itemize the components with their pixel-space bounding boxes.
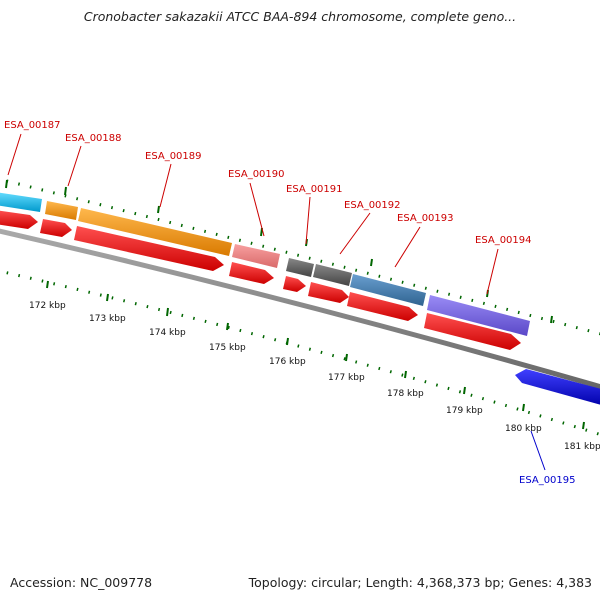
genome-summary-text: Topology: circular; Length: 4,368,373 bp…: [248, 575, 592, 590]
leader-line: [249, 182, 265, 237]
major-tick: [370, 258, 373, 267]
leader-line: [394, 226, 421, 268]
kbp-label: 174 kbp: [149, 328, 186, 338]
leader-line: [486, 248, 499, 295]
leader-line: [305, 196, 311, 245]
inner-tick-ring: [0, 269, 600, 437]
gene-block-pink[interactable]: [232, 244, 280, 268]
kbp-label: 172 kbp: [29, 301, 66, 311]
leader-line: [67, 145, 82, 187]
chromosome-backbone: [0, 228, 600, 390]
cds-arrow[interactable]: [74, 226, 224, 271]
major-tick: [64, 186, 67, 196]
major-tick: [550, 315, 553, 324]
gene-label[interactable]: ESA_00191: [286, 184, 343, 195]
kbp-label: 178 kbp: [387, 389, 424, 399]
kbp-label: 180 kbp: [505, 424, 542, 434]
major-tick: [46, 280, 49, 289]
gene-block-darkgray[interactable]: [286, 258, 314, 277]
major-tick: [157, 205, 160, 214]
outer-tick-ring: [0, 177, 600, 336]
kbp-label: 175 kbp: [209, 343, 246, 353]
kbp-label: 176 kbp: [269, 357, 306, 367]
gene-block-cyan[interactable]: [0, 192, 42, 212]
major-tick: [5, 179, 8, 189]
cds-arrow[interactable]: [347, 292, 418, 321]
major-tick: [582, 421, 585, 430]
kbp-label: 181 kbp: [564, 442, 600, 452]
major-tick: [166, 307, 169, 317]
major-tick: [522, 403, 525, 412]
cds-track: [0, 210, 521, 350]
major-tick: [226, 322, 229, 331]
gene-labels: ESA_00187 ESA_00188 ESA_00189 ESA_00190 …: [4, 120, 576, 486]
leader-line: [339, 212, 371, 255]
gene-label[interactable]: ESA_00195: [519, 475, 576, 486]
leader-line: [530, 430, 546, 471]
gene-label[interactable]: ESA_00190: [228, 169, 285, 180]
leader-line: [7, 133, 22, 176]
gene-block-orange[interactable]: [45, 201, 78, 220]
gene-label[interactable]: ESA_00192: [344, 200, 401, 211]
leader-line: [159, 163, 172, 208]
cds-arrow[interactable]: [229, 262, 274, 284]
kbp-label: 173 kbp: [89, 314, 126, 324]
major-tick: [463, 386, 466, 395]
kbp-label: 177 kbp: [328, 373, 365, 383]
label-leaders: [7, 133, 546, 471]
gene-block-purple[interactable]: [427, 295, 530, 336]
kbp-label: 179 kbp: [446, 406, 483, 416]
gene-block-steelblue[interactable]: [350, 274, 426, 306]
gene-label[interactable]: ESA_00188: [65, 133, 122, 144]
cds-arrow[interactable]: [283, 276, 306, 292]
gene-block-orange[interactable]: [78, 208, 232, 256]
gene-label[interactable]: ESA_00187: [4, 120, 61, 131]
major-tick: [286, 337, 289, 346]
gene-label[interactable]: ESA_00189: [145, 151, 202, 162]
major-tick: [345, 353, 348, 362]
upper-gene-track: [0, 192, 530, 336]
kbp-labels: 172 kbp 173 kbp 174 kbp 175 kbp 176 kbp …: [29, 301, 600, 452]
accession-text: Accession: NC_009778: [10, 575, 153, 590]
major-tick: [404, 370, 407, 379]
gene-block-blue[interactable]: [515, 369, 600, 406]
gene-label[interactable]: ESA_00194: [475, 235, 532, 246]
gene-block-darkgray[interactable]: [313, 264, 352, 286]
major-tick: [106, 293, 109, 302]
cds-arrow[interactable]: [424, 313, 521, 350]
map-title: Cronobacter sakazakii ATCC BAA-894 chrom…: [83, 9, 517, 24]
gene-label[interactable]: ESA_00193: [397, 213, 454, 224]
cds-arrow[interactable]: [308, 282, 349, 303]
cds-arrow[interactable]: [0, 210, 38, 229]
cds-arrow[interactable]: [40, 219, 72, 237]
